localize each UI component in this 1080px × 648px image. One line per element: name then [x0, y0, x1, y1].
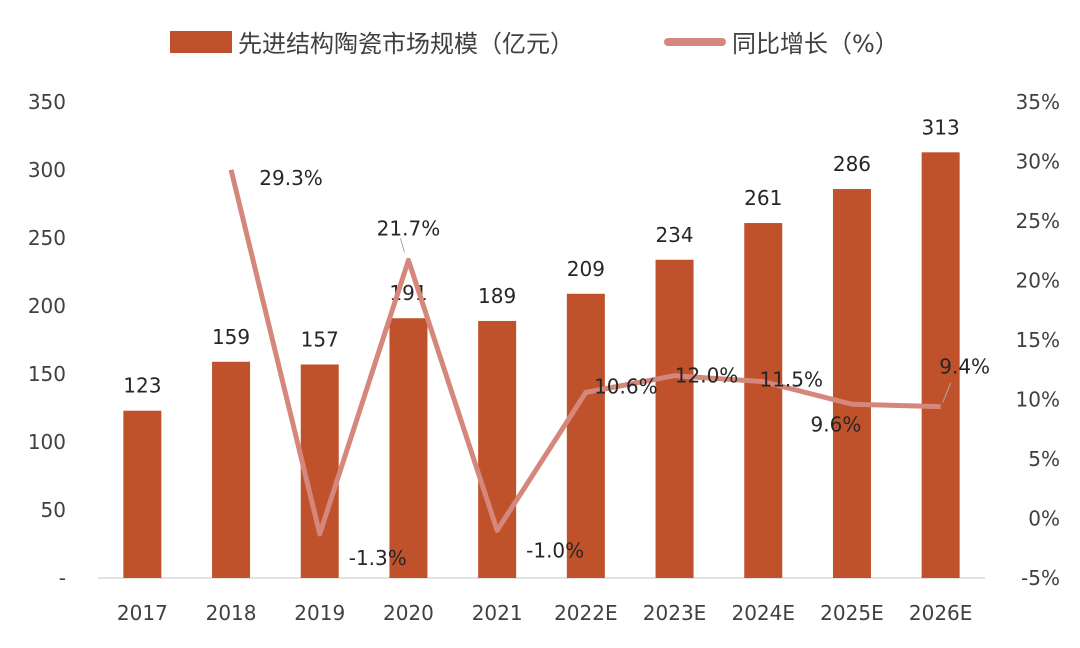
legend-line-label: 同比增长（%）: [732, 30, 899, 58]
bar-value-label: 234: [655, 223, 693, 247]
x-tick: 2018: [206, 601, 257, 625]
legend: 先进结构陶瓷市场规模（亿元） 同比增长（%）: [170, 24, 899, 59]
legend-line-swatch: [664, 37, 726, 46]
x-tick: 2022E: [554, 601, 618, 625]
growth-value-label: 9.4%: [939, 355, 990, 379]
bar-value-label: 123: [123, 374, 161, 398]
growth-value-label: 12.0%: [675, 364, 739, 388]
growth-value-label: -1.3%: [349, 546, 407, 570]
y-right-tick: 15%: [1016, 328, 1060, 352]
y-left-tick: 50: [41, 498, 66, 522]
bar: [655, 259, 694, 578]
y-right-tick: -5%: [1021, 566, 1060, 590]
x-tick: 2024E: [731, 601, 795, 625]
y-right-tick: 5%: [1028, 447, 1060, 471]
leader-line: [942, 382, 952, 403]
growth-value-label: 9.6%: [811, 412, 862, 436]
y-left-tick: 350: [28, 90, 66, 114]
y-left-tick: 150: [28, 362, 66, 386]
x-tick: 2021: [472, 601, 523, 625]
bar-value-label: 159: [212, 325, 250, 349]
bar: [744, 223, 783, 579]
x-tick: 2026E: [909, 601, 973, 625]
y-right-tick: 30%: [1016, 150, 1060, 174]
x-tick: 2017: [117, 601, 168, 625]
growth-value-label: -1.0%: [526, 538, 584, 562]
x-tick: 2020: [383, 601, 434, 625]
y-right-tick: 10%: [1016, 388, 1060, 412]
bar: [389, 318, 428, 578]
bar: [123, 410, 162, 578]
leader-line: [399, 238, 405, 253]
legend-bar-label: 先进结构陶瓷市场规模（亿元）: [238, 30, 574, 58]
bar-value-label: 261: [744, 186, 782, 210]
y-right-tick: 0%: [1028, 507, 1060, 531]
legend-bar-swatch: [170, 30, 232, 53]
bar-value-label: 189: [478, 284, 516, 308]
bar: [478, 320, 517, 578]
bar-value-label: 157: [301, 327, 339, 351]
growth-line: [228, 169, 941, 537]
growth-value-label: 10.6%: [594, 374, 658, 398]
bar: [212, 361, 251, 578]
bar-value-label: 286: [833, 152, 871, 176]
y-left-tick: 100: [28, 430, 66, 454]
y-right-tick: 20%: [1016, 269, 1060, 293]
growth-value-label: 21.7%: [377, 216, 441, 240]
bar: [832, 189, 871, 579]
growth-value-label: 29.3%: [259, 166, 323, 190]
bar-value-label: 313: [922, 115, 960, 139]
y-right-tick: 25%: [1016, 209, 1060, 233]
x-tick: 2023E: [643, 601, 707, 625]
y-left-tick: 200: [28, 294, 66, 318]
bar: [566, 293, 605, 578]
bar: [300, 364, 339, 578]
y-right-tick: 35%: [1016, 90, 1060, 114]
bar-value-label: 209: [567, 257, 605, 281]
x-tick: 2025E: [820, 601, 884, 625]
x-tick: 2019: [294, 601, 345, 625]
growth-value-label: 11.5%: [759, 368, 823, 392]
y-left-tick: 250: [28, 226, 66, 250]
y-left-tick: 300: [28, 158, 66, 182]
y-left-tick: -: [59, 566, 66, 590]
bar: [921, 152, 960, 578]
